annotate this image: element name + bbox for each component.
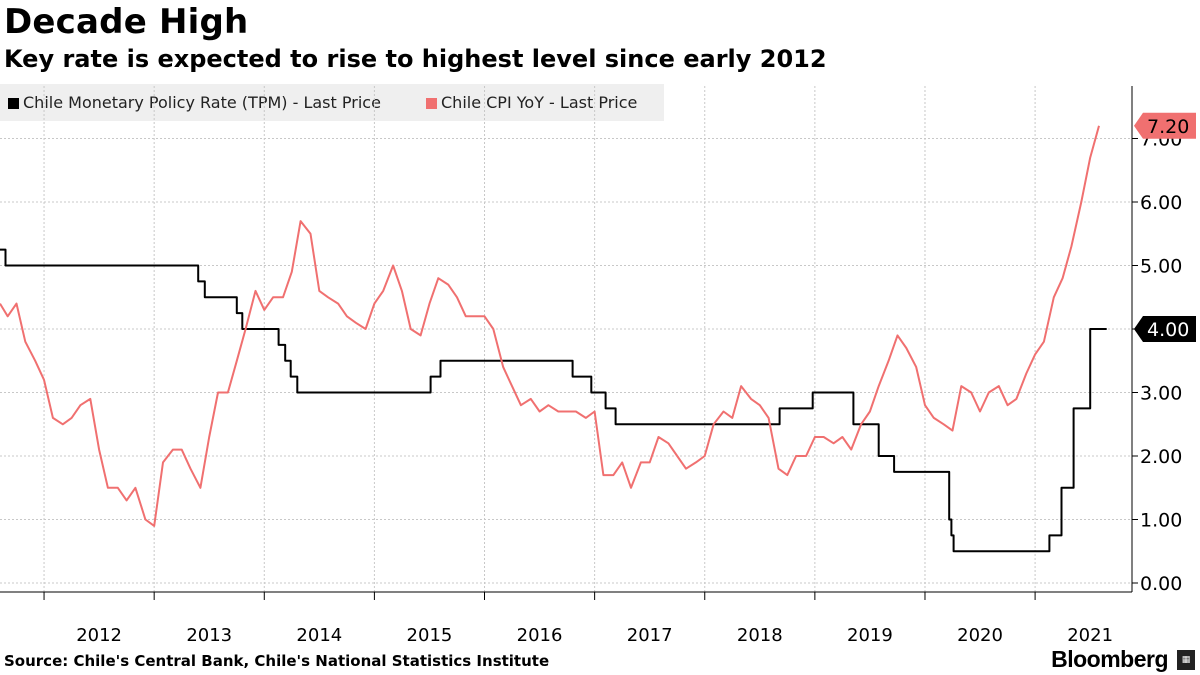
y-tick-label: 0.00 [1140, 573, 1182, 595]
chart-subtitle: Key rate is expected to rise to highest … [4, 45, 827, 73]
bloomberg-logo: Bloomberg [1051, 646, 1168, 672]
legend-label-cpi: Chile CPI YoY - Last Price [441, 93, 638, 112]
legend-label-tpm: Chile Monetary Policy Rate (TPM) - Last … [23, 93, 381, 112]
legend-swatch-cpi [426, 98, 437, 109]
y-tick-label: 2.00 [1140, 446, 1182, 468]
x-tick-label: 2019 [847, 625, 893, 646]
y-tick-label: 3.00 [1140, 383, 1182, 405]
x-tick-label: 2020 [957, 625, 1003, 646]
last-value-tag-cpi-label: 7.20 [1147, 116, 1189, 138]
x-tick-label: 2014 [296, 625, 342, 646]
legend-item-cpi: Chile CPI YoY - Last Price [426, 93, 637, 112]
x-tick-label: 2012 [76, 625, 122, 646]
bloomberg-terminal-icon: ▦ [1177, 650, 1195, 670]
series-line-tpm [0, 248, 1107, 553]
series-line-cpi [0, 125, 1100, 527]
x-tick-label: 2017 [627, 625, 673, 646]
chart-title: Decade High [4, 2, 249, 42]
last-value-tag-cpi [1134, 112, 1196, 139]
x-tick-label: 2016 [517, 625, 563, 646]
chart-legend: Chile Monetary Policy Rate (TPM) - Last … [0, 84, 664, 121]
x-tick-label: 2018 [737, 625, 783, 646]
x-tick-label: 2021 [1067, 625, 1113, 646]
source-note: Source: Chile's Central Bank, Chile's Na… [4, 652, 550, 670]
y-tick-label: 5.00 [1140, 256, 1182, 278]
legend-swatch-tpm [8, 98, 19, 109]
legend-item-tpm: Chile Monetary Policy Rate (TPM) - Last … [8, 93, 381, 112]
y-tick-label: 1.00 [1140, 510, 1182, 532]
last-value-tag-tpm [1134, 316, 1196, 342]
last-value-tag-tpm-label: 4.00 [1147, 319, 1189, 341]
x-tick-label: 2013 [186, 625, 232, 646]
x-tick-label: 2015 [407, 625, 453, 646]
y-tick-label: 6.00 [1140, 192, 1182, 214]
